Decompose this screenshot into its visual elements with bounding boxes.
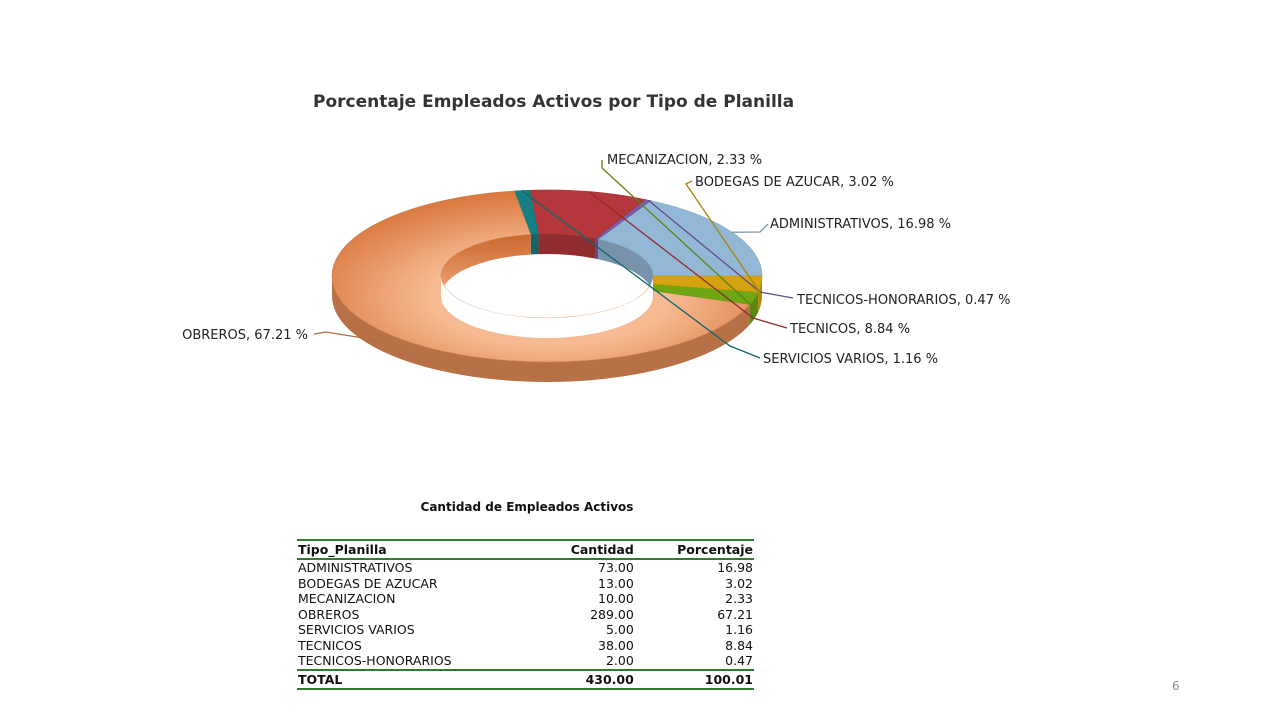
slice-side-obreros: [332, 276, 750, 382]
leader-tecnicos: [588, 191, 788, 329]
total-porcentaje: 100.01: [704, 671, 753, 687]
cell-porcentaje: 16.98: [717, 560, 753, 575]
cell-tipo: MECANIZACION: [298, 591, 396, 606]
cell-porcentaje: 3.02: [725, 575, 753, 591]
label-mecanizacion: MECANIZACION, 2.33 %: [607, 153, 762, 168]
table-row: TECNICOS 38.00 8.84: [297, 638, 754, 654]
donut-hole: [441, 276, 653, 338]
cell-cantidad: 5.00: [605, 622, 634, 637]
cell-tipo: TECNICOS: [298, 637, 362, 653]
cell-tipo: ADMINISTRATIVOS: [298, 560, 413, 575]
leader-mecanizacion: [601, 160, 756, 309]
leader-bodegas-de-azucar: [685, 180, 762, 295]
slice-inner-tecnicos-honorarios: [595, 238, 599, 260]
cell-tipo: OBREROS: [298, 606, 360, 622]
col-header-porcentaje: Porcentaje: [677, 542, 753, 557]
slice-inner-obreros: [441, 234, 531, 296]
leader-servicios-varios: [521, 190, 761, 359]
page-number: 6: [1172, 679, 1180, 693]
slice-inner-servicios-varios: [530, 234, 539, 255]
chart-title: Porcentaje Empleados Activos por Tipo de…: [313, 92, 795, 112]
table-header-row: Tipo_Planilla Cantidad Porcentaje: [297, 540, 754, 559]
total-label: TOTAL: [298, 671, 343, 687]
leader-obreros: [313, 331, 382, 342]
cell-cantidad: 73.00: [598, 560, 634, 575]
col-header-cantidad: Cantidad: [570, 542, 634, 557]
label-obreros: OBREROS, 67.21 %: [182, 328, 308, 343]
cell-tipo: BODEGAS DE AZUCAR: [298, 575, 438, 591]
table-row: ADMINISTRATIVOS 73.00 16.98: [297, 559, 754, 576]
cell-tipo: SERVICIOS VARIOS: [298, 622, 415, 637]
table-row: TECNICOS-HONORARIOS 2.00 0.47: [297, 653, 754, 670]
col-header-tipo: Tipo_Planilla: [298, 542, 387, 557]
cell-cantidad: 289.00: [590, 606, 634, 622]
table-row: SERVICIOS VARIOS 5.00 1.16: [297, 622, 754, 638]
table-total-row: TOTAL 430.00 100.01: [297, 669, 754, 689]
total-cantidad: 430.00: [585, 671, 634, 687]
cell-porcentaje: 67.21: [717, 606, 753, 622]
cell-cantidad: 10.00: [598, 591, 634, 606]
table-row: OBREROS 289.00 67.21: [297, 607, 754, 623]
label-tecnicos-honorarios: TECNICOS-HONORARIOS, 0.47 %: [796, 293, 1010, 308]
label-servicios-varios: SERVICIOS VARIOS, 1.16 %: [763, 352, 938, 367]
cell-cantidad: 13.00: [598, 575, 634, 591]
table-row: BODEGAS DE AZUCAR 13.00 3.02: [297, 576, 754, 592]
cell-cantidad: 38.00: [598, 637, 634, 653]
cell-porcentaje: 8.84: [725, 637, 753, 653]
cell-porcentaje: 0.47: [725, 653, 753, 668]
leader-administrativos: [732, 223, 769, 233]
table-title: Cantidad de Empleados Activos: [420, 500, 634, 514]
label-bodegas-de-azucar: BODEGAS DE AZUCAR, 3.02 %: [695, 175, 894, 190]
cell-tipo: TECNICOS-HONORARIOS: [298, 653, 452, 668]
slice-inner-tecnicos: [538, 234, 596, 259]
label-tecnicos: TECNICOS, 8.84 %: [789, 322, 910, 337]
data-table: Tipo_Planilla Cantidad Porcentaje ADMINI…: [297, 539, 754, 690]
cell-porcentaje: 1.16: [725, 622, 753, 637]
cell-cantidad: 2.00: [605, 653, 634, 668]
table-row: MECANIZACION 10.00 2.33: [297, 591, 754, 607]
label-administrativos: ADMINISTRATIVOS, 16.98 %: [770, 217, 951, 232]
cell-porcentaje: 2.33: [725, 591, 753, 606]
